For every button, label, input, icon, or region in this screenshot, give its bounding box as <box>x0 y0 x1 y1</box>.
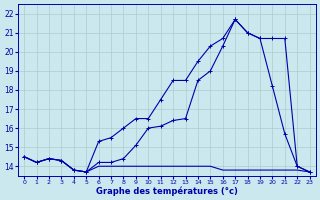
X-axis label: Graphe des températures (°c): Graphe des températures (°c) <box>96 186 238 196</box>
